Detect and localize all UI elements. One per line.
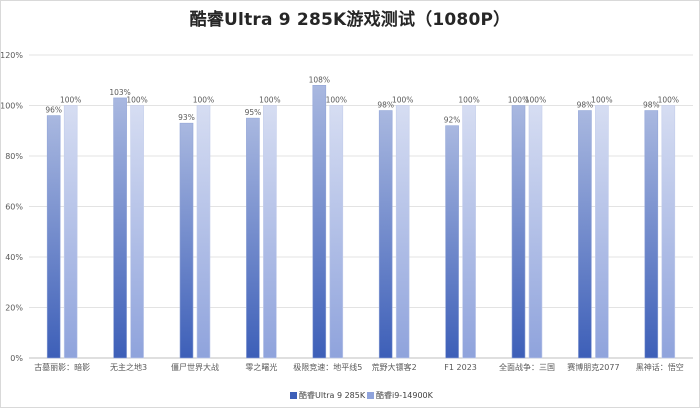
- bar-ultra9-285k: [312, 85, 327, 359]
- data-label: 100%: [508, 96, 529, 105]
- data-label: 100%: [259, 96, 280, 105]
- data-label: 100%: [60, 96, 81, 105]
- legend-label: 酷睿i9-14900K: [376, 390, 434, 400]
- bar-i9-14900k: [595, 105, 609, 359]
- bar-i9-14900k: [528, 105, 543, 359]
- data-label: 100%: [126, 96, 147, 105]
- data-label: 98%: [577, 101, 594, 110]
- bar-i9-14900k: [329, 105, 344, 359]
- data-label: 96%: [45, 106, 62, 115]
- y-tick-label: 60%: [5, 203, 23, 212]
- data-label: 100%: [392, 96, 413, 105]
- bar-ultra9-285k: [644, 110, 659, 359]
- data-label: 100%: [193, 96, 214, 105]
- data-label: 95%: [245, 108, 262, 117]
- bar-i9-14900k: [130, 105, 144, 359]
- bar-i9-14900k: [63, 105, 78, 359]
- data-label: 98%: [377, 101, 394, 110]
- chart-title: 酷睿Ultra 9 285K游戏测试（1080P）: [189, 10, 511, 30]
- bar-ultra9-285k: [46, 115, 61, 359]
- bar-ultra9-285k: [511, 105, 526, 359]
- y-tick-label: 80%: [5, 152, 23, 161]
- bar-ultra9-285k: [378, 110, 393, 359]
- bar-ultra9-285k: [113, 97, 127, 359]
- x-tick-label: 全面战争：三国: [499, 362, 555, 372]
- legend-label: 酷睿Ultra 9 285K: [299, 390, 366, 400]
- bar-i9-14900k: [462, 105, 476, 359]
- data-label: 100%: [658, 96, 679, 105]
- bar-ultra9-285k: [246, 117, 260, 359]
- x-tick-label: 黑神话：悟空: [636, 362, 684, 372]
- data-label: 92%: [444, 116, 461, 125]
- bar-ultra9-285k: [578, 110, 592, 359]
- data-label: 103%: [109, 88, 130, 97]
- bar-ultra9-285k: [445, 125, 459, 359]
- y-tick-label: 0%: [10, 354, 23, 363]
- x-tick-label: 古墓丽影：暗影: [34, 362, 90, 372]
- x-tick-label: 赛博朋克2077: [567, 362, 619, 372]
- data-label: 100%: [458, 96, 479, 105]
- x-tick-label: 僵尸世界大战: [171, 362, 219, 372]
- x-tick-label: F1 2023: [444, 363, 477, 372]
- data-label: 98%: [643, 101, 660, 110]
- y-tick-label: 20%: [5, 304, 23, 313]
- bar-i9-14900k: [661, 105, 676, 359]
- data-label: 108%: [309, 75, 330, 84]
- bar-i9-14900k: [395, 105, 410, 359]
- data-label: 100%: [326, 96, 347, 105]
- data-label: 93%: [178, 113, 195, 122]
- x-tick-label: 零之曙光: [245, 362, 277, 372]
- legend-swatch: [290, 392, 297, 399]
- y-tick-label: 100%: [1, 102, 23, 111]
- y-tick-label: 40%: [5, 253, 23, 262]
- x-tick-label: 极限竞速：地平线5: [293, 362, 362, 372]
- y-tick-label: 120%: [1, 51, 23, 60]
- data-label: 100%: [525, 96, 546, 105]
- bar-ultra9-285k: [179, 122, 194, 359]
- x-tick-label: 荒野大镖客2: [372, 362, 417, 372]
- x-tick-label: 无主之地3: [110, 362, 147, 372]
- legend-swatch: [367, 392, 374, 399]
- bar-i9-14900k: [263, 105, 277, 359]
- data-label: 100%: [591, 96, 612, 105]
- bar-i9-14900k: [196, 105, 211, 359]
